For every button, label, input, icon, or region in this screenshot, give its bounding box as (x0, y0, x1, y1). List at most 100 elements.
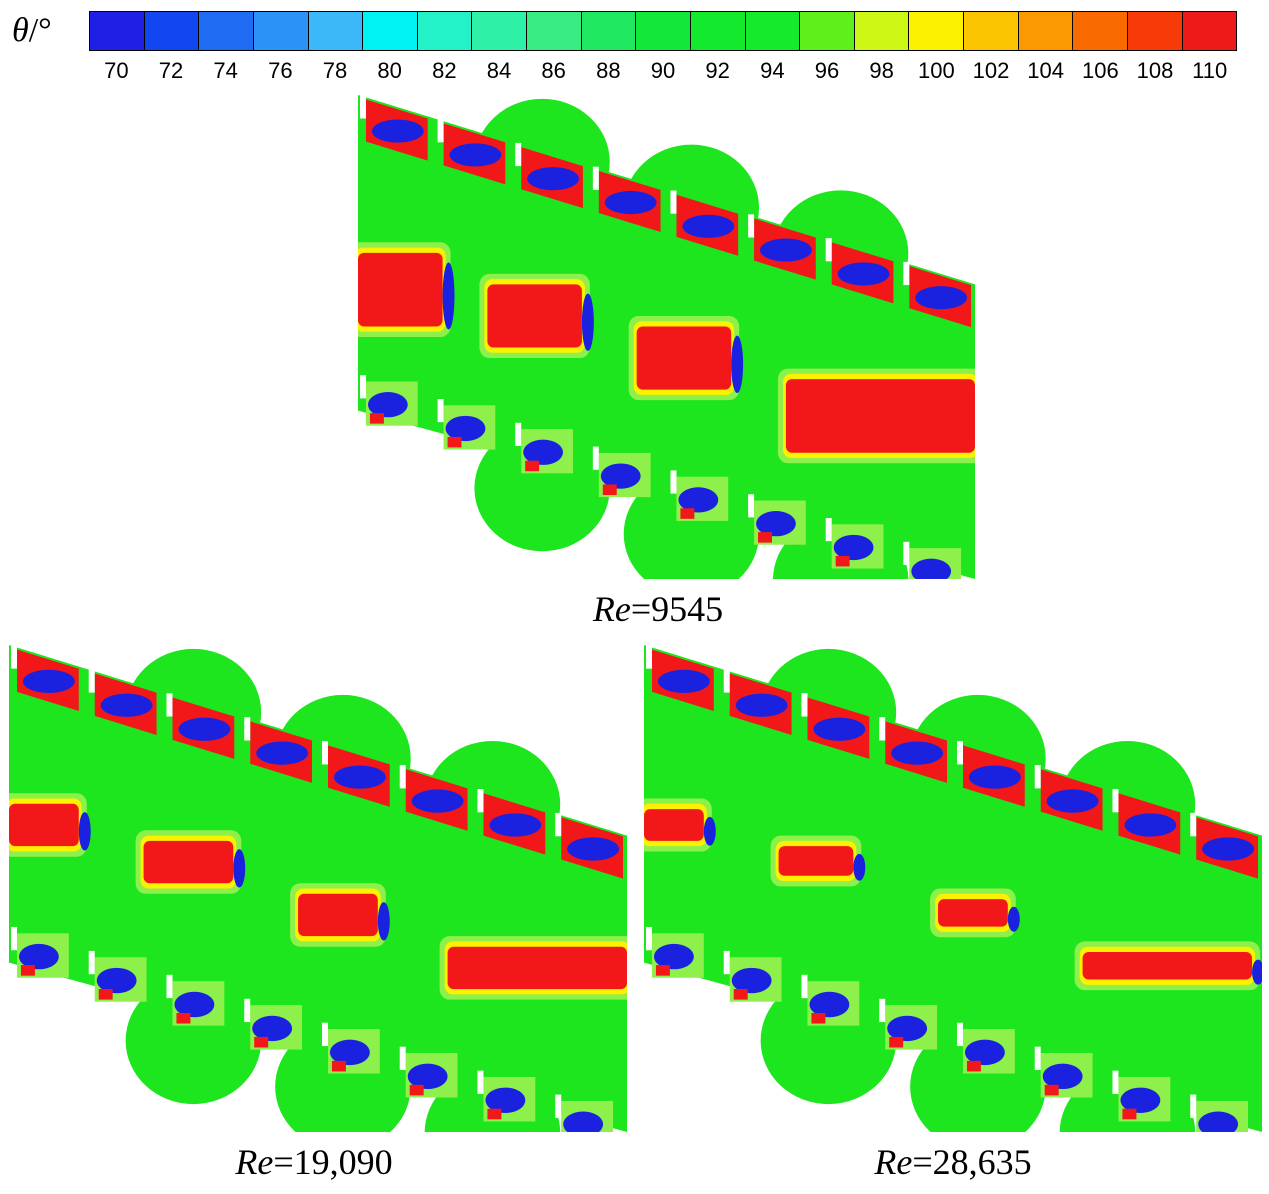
lower-rib-cavity (956, 1022, 1015, 1074)
colorbar-cell-102 (964, 12, 1019, 50)
colorbar-tick-80: 80 (377, 58, 402, 83)
cold-streak (377, 902, 390, 941)
colorbar-tick-96: 96 (814, 58, 840, 83)
colorbar-cell-82 (417, 12, 473, 50)
colorbar-cell-108 (1127, 12, 1183, 50)
contour-plot-re-28635 (644, 645, 1262, 1132)
contour-panel-re-19090 (9, 645, 627, 1132)
upper-rib-cavity (1034, 765, 1103, 831)
lower-bulge (474, 425, 610, 552)
lower-rib-cavity (1034, 1046, 1093, 1098)
colorbar-tick-92: 92 (705, 58, 730, 83)
hot-core (1082, 952, 1253, 980)
caption-re-19090: Re=19,090 (235, 1142, 393, 1182)
cold-streak (703, 816, 716, 846)
colorbar-tick-110: 110 (1192, 58, 1228, 83)
upper-rib-cavity (592, 166, 661, 232)
upper-rib-cavity (723, 669, 792, 735)
contour-panel-re-28635 (644, 645, 1262, 1132)
lower-rib-cavity (1112, 1070, 1171, 1122)
upper-rib-cavity (515, 142, 583, 209)
colorbar-tick-84: 84 (486, 58, 512, 83)
upper-rib-cavity (477, 789, 546, 855)
lower-rib-cavity (244, 998, 303, 1050)
upper-rib-cavity (748, 214, 816, 280)
upper-rib-cavity (825, 238, 894, 304)
colorbar-cell-70 (90, 12, 145, 50)
lower-rib-cavity (437, 399, 496, 450)
colorbar-tick-78: 78 (322, 58, 348, 83)
colorbar-cell-74 (199, 12, 254, 50)
colorbar-tick-100: 100 (917, 58, 955, 83)
colorbar-tick-86: 86 (541, 58, 566, 83)
upper-rib-cavity (399, 765, 468, 831)
contour-panel-re-9545 (358, 95, 975, 579)
lower-rib-cavity (399, 1046, 458, 1098)
lower-rib-cavity (903, 541, 962, 579)
colorbar-tick-90: 90 (650, 58, 676, 83)
upper-rib-cavity (359, 95, 428, 161)
upper-rib-cavity (956, 741, 1025, 807)
hot-core (644, 809, 704, 841)
contour-plot-re-9545 (358, 95, 975, 579)
hot-core (487, 284, 582, 348)
colorbar-cell-90 (636, 12, 691, 50)
colorbar-cell-92 (690, 12, 746, 50)
lower-rib-cavity (645, 926, 704, 978)
cold-streak (581, 293, 594, 351)
colorbar (89, 11, 1237, 51)
cold-streak (1007, 906, 1020, 932)
colorbar-cell-94 (745, 12, 801, 50)
lower-rib-cavity (748, 494, 806, 545)
upper-rib-cavity (88, 669, 157, 735)
hot-core (298, 893, 378, 937)
hot-core (938, 899, 1008, 927)
upper-rib-cavity (903, 261, 972, 328)
colorbar-cell-86 (527, 12, 582, 50)
colorbar-cell-96 (800, 12, 855, 50)
caption-re-28635: Re=28,635 (874, 1142, 1032, 1182)
hot-core (143, 840, 234, 884)
upper-rib-cavity (321, 741, 390, 807)
colorbar-cell-88 (581, 12, 637, 50)
upper-rib-cavity (244, 717, 313, 783)
lower-rib-cavity (88, 950, 147, 1002)
lower-rib-cavity (879, 998, 938, 1050)
cold-streak (731, 335, 744, 394)
legend-title: θ/° (12, 12, 52, 49)
colorbar-tick-94: 94 (760, 58, 785, 83)
colorbar-cell-106 (1073, 12, 1128, 50)
colorbar-tick-76: 76 (268, 58, 293, 83)
colorbar-tick-72: 72 (158, 58, 184, 83)
lower-rib-cavity (477, 1070, 536, 1122)
upper-rib-cavity (166, 693, 235, 759)
lower-rib-cavity (670, 470, 729, 521)
colorbar-tick-98: 98 (869, 58, 894, 83)
hot-core (358, 252, 443, 327)
colorbar-tick-108: 108 (1136, 58, 1174, 83)
colorbar-tick-82: 82 (432, 58, 457, 83)
lower-rib-cavity (825, 518, 884, 569)
colorbar-tick-106: 106 (1081, 58, 1119, 83)
lower-rib-cavity (10, 926, 69, 978)
lower-rib-cavity (515, 422, 573, 474)
colorbar-tick-70: 70 (104, 58, 129, 83)
colorbar-tick-88: 88 (596, 58, 621, 83)
colorbar-cell-98 (854, 12, 910, 50)
colorbar-tick-74: 74 (213, 58, 238, 83)
colorbar-cell-78 (308, 12, 364, 50)
upper-rib-cavity (1190, 812, 1259, 879)
caption-re-9545: Re=9545 (592, 589, 724, 629)
lower-rib-cavity (555, 1094, 614, 1132)
cold-streak (78, 812, 91, 851)
colorbar-cell-100 (909, 12, 964, 50)
lower-rib-cavity (592, 446, 651, 498)
lower-rib-cavity (166, 974, 225, 1026)
upper-rib-cavity (555, 812, 624, 879)
lower-rib-cavity (359, 375, 418, 426)
colorbar-cell-84 (472, 12, 527, 50)
upper-rib-cavity (1112, 789, 1181, 855)
cold-streak (442, 262, 455, 330)
lower-rib-cavity (801, 974, 860, 1026)
cold-streak (233, 849, 246, 888)
